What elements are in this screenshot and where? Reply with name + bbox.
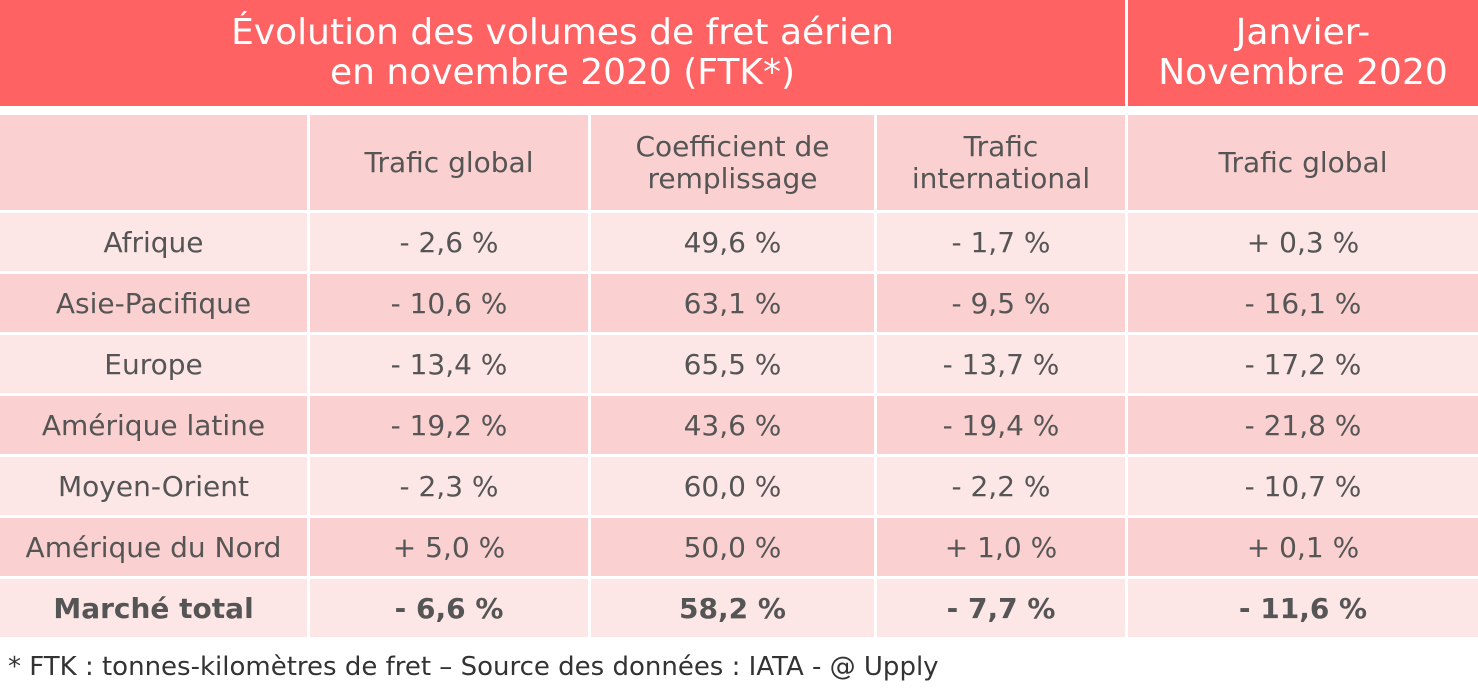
coef-value: 65,5 % — [683, 347, 782, 381]
row-coef: 49,6 % — [591, 213, 874, 271]
trafic-value: - 2,6 % — [399, 225, 499, 259]
row-intl: + 1,0 % — [877, 518, 1125, 576]
region-label: Moyen-Orient — [58, 469, 249, 503]
col-header-trafic-international-line1: Trafic — [963, 129, 1039, 163]
row-coef: 63,1 % — [591, 274, 874, 332]
intl-value: - 1,7 % — [951, 225, 1051, 259]
col-header-trafic-global: Trafic global — [310, 115, 588, 210]
row-coef: 50,0 % — [591, 518, 874, 576]
ytd-value: - 21,8 % — [1244, 408, 1362, 442]
freight-table: Évolution des volumes de fret aérien en … — [0, 0, 1478, 637]
coef-value: 63,1 % — [683, 286, 782, 320]
col-header-trafic-international-line2: international — [911, 161, 1091, 195]
ytd-header-line2: Novembre 2020 — [1158, 52, 1448, 93]
ytd-value: - 17,2 % — [1244, 347, 1362, 381]
col-header-trafic-global-label: Trafic global — [364, 145, 534, 179]
row-coef: 65,5 % — [591, 335, 874, 393]
row-trafic: - 2,3 % — [310, 457, 588, 515]
row-region: Amérique du Nord — [0, 518, 307, 576]
total-trafic-value: - 6,6 % — [394, 591, 504, 625]
row-trafic: - 2,6 % — [310, 213, 588, 271]
row-ytd: + 0,3 % — [1128, 213, 1478, 271]
row-ytd: - 10,7 % — [1128, 457, 1478, 515]
intl-value: - 2,2 % — [951, 469, 1051, 503]
row-trafic: - 19,2 % — [310, 396, 588, 454]
trafic-value: + 5,0 % — [392, 530, 506, 564]
total-trafic: - 6,6 % — [310, 579, 588, 637]
region-label: Amérique du Nord — [25, 530, 282, 564]
region-label: Asie-Pacifique — [55, 286, 252, 320]
region-label: Europe — [104, 347, 203, 381]
trafic-value: - 19,2 % — [390, 408, 508, 442]
row-trafic: + 5,0 % — [310, 518, 588, 576]
region-label: Amérique latine — [41, 408, 266, 442]
row-coef: 60,0 % — [591, 457, 874, 515]
ytd-value: + 0,1 % — [1246, 530, 1360, 564]
col-header-coefficient-line2: remplissage — [647, 161, 818, 195]
row-region: Amérique latine — [0, 396, 307, 454]
total-region: Marché total — [0, 579, 307, 637]
ytd-header-line1: Janvier- — [1235, 12, 1371, 53]
coef-value: 49,6 % — [683, 225, 782, 259]
total-ytd: - 11,6 % — [1128, 579, 1478, 637]
row-intl: - 2,2 % — [877, 457, 1125, 515]
col-header-ytd-trafic-global-label: Trafic global — [1218, 145, 1388, 179]
row-ytd: - 16,1 % — [1128, 274, 1478, 332]
coef-value: 60,0 % — [683, 469, 782, 503]
ytd-value: - 16,1 % — [1244, 286, 1362, 320]
row-coef: 43,6 % — [591, 396, 874, 454]
row-region: Moyen-Orient — [0, 457, 307, 515]
intl-value: - 19,4 % — [942, 408, 1060, 442]
row-trafic: - 13,4 % — [310, 335, 588, 393]
row-intl: - 1,7 % — [877, 213, 1125, 271]
col-header-ytd-trafic-global: Trafic global — [1128, 115, 1478, 210]
trafic-value: - 10,6 % — [390, 286, 508, 320]
total-coef-value: 58,2 % — [679, 591, 786, 625]
row-region: Afrique — [0, 213, 307, 271]
intl-value: - 9,5 % — [951, 286, 1051, 320]
col-header-coefficient-line1: Coefficient de — [635, 129, 830, 163]
row-region: Europe — [0, 335, 307, 393]
row-ytd: - 21,8 % — [1128, 396, 1478, 454]
col-header-coefficient: Coefficient de remplissage — [591, 115, 874, 210]
row-ytd: - 17,2 % — [1128, 335, 1478, 393]
trafic-value: - 13,4 % — [390, 347, 508, 381]
ytd-value: - 10,7 % — [1244, 469, 1362, 503]
total-coef: 58,2 % — [591, 579, 874, 637]
total-label: Marché total — [53, 591, 254, 625]
row-intl: - 9,5 % — [877, 274, 1125, 332]
table-title: Évolution des volumes de fret aérien en … — [0, 0, 1125, 106]
col-header-trafic-international: Trafic international — [877, 115, 1125, 210]
row-region: Asie-Pacifique — [0, 274, 307, 332]
row-ytd: + 0,1 % — [1128, 518, 1478, 576]
trafic-value: - 2,3 % — [399, 469, 499, 503]
total-intl: - 7,7 % — [877, 579, 1125, 637]
row-intl: - 13,7 % — [877, 335, 1125, 393]
table-title-line2: en novembre 2020 (FTK*) — [329, 52, 796, 93]
intl-value: + 1,0 % — [944, 530, 1058, 564]
footnote: * FTK : tonnes-kilomètres de fret – Sour… — [8, 652, 939, 682]
subheader-empty — [0, 115, 307, 210]
table-title-line1: Évolution des volumes de fret aérien — [231, 12, 894, 53]
region-label: Afrique — [103, 225, 204, 259]
row-intl: - 19,4 % — [877, 396, 1125, 454]
coef-value: 50,0 % — [683, 530, 782, 564]
total-intl-value: - 7,7 % — [946, 591, 1056, 625]
ytd-header: Janvier- Novembre 2020 — [1128, 0, 1478, 106]
total-ytd-value: - 11,6 % — [1238, 591, 1368, 625]
ytd-value: + 0,3 % — [1246, 225, 1360, 259]
intl-value: - 13,7 % — [942, 347, 1060, 381]
coef-value: 43,6 % — [683, 408, 782, 442]
row-trafic: - 10,6 % — [310, 274, 588, 332]
